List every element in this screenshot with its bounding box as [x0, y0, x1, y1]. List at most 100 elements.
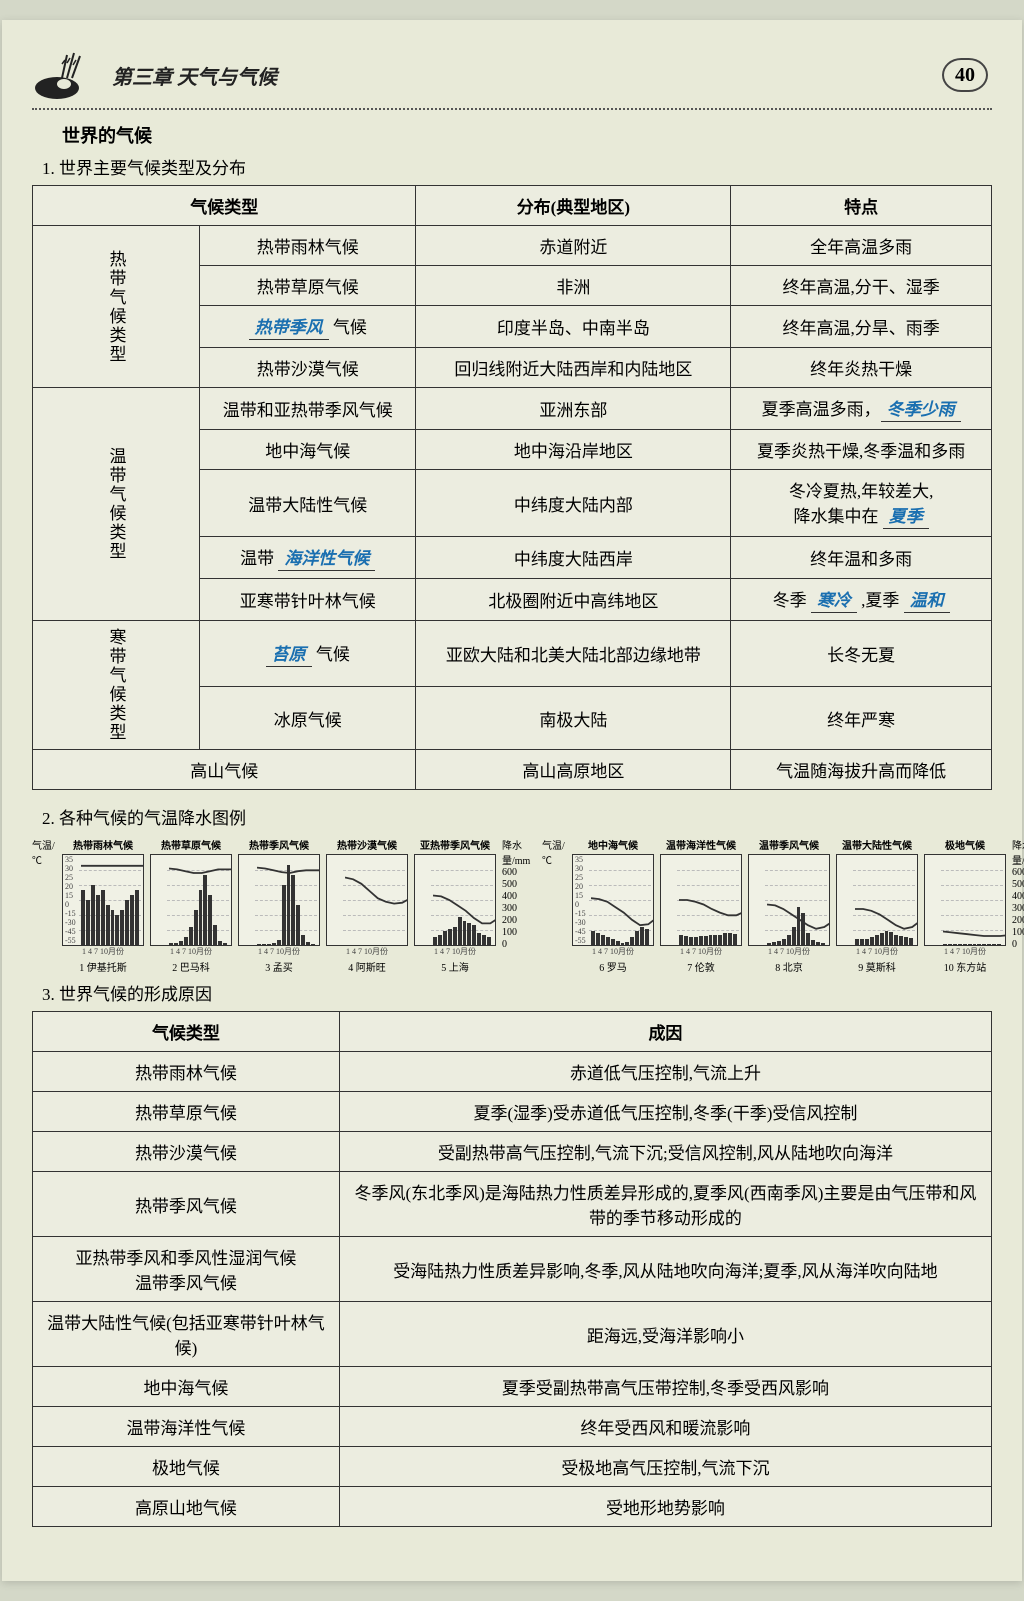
x-axis-label: 1 4 7 10月份 [572, 946, 654, 957]
x-axis-label: 1 4 7 10月份 [238, 946, 320, 957]
chart-caption: 4 阿斯旺 [326, 959, 408, 974]
y-axis-label: 气温/℃ [32, 837, 56, 867]
x-axis-label: 1 4 7 10月份 [62, 946, 144, 957]
cause-type: 地中海气候 [33, 1367, 340, 1407]
climate-type: 热带草原气候 [200, 266, 416, 306]
group-label: 寒带气候类型 [33, 621, 200, 750]
climate-feat: 终年严寒 [731, 687, 992, 750]
chart-box [414, 854, 496, 946]
x-axis-label: 1 4 7 10月份 [660, 946, 742, 957]
chart-caption: 2 巴马科 [150, 959, 232, 974]
chart-title: 热带雨林气候 [62, 837, 144, 852]
climate-chart: 热带草原气候1 4 7 10月份2 巴马科 [150, 837, 232, 974]
cause-text: 受地形地势影响 [339, 1487, 991, 1527]
fill-in-blank: 海洋性气候 [278, 544, 375, 571]
climate-feat: 终年高温,分旱、雨季 [731, 306, 992, 348]
table-row: 地中海气候夏季受副热带高气压带控制,冬季受西风影响 [33, 1367, 992, 1407]
climate-dist: 亚洲东部 [416, 388, 731, 430]
cause-type: 温带大陆性气候(包括亚寒带针叶林气候) [33, 1302, 340, 1367]
climate-type: 冰原气候 [200, 687, 416, 750]
table-row: 温带气候类型温带和亚热带季风气候亚洲东部夏季高温多雨，冬季少雨 [33, 388, 992, 430]
climate-type: 温带和亚热带季风气候 [200, 388, 416, 430]
cause-type: 热带沙漠气候 [33, 1132, 340, 1172]
climate-type: 高山气候 [33, 750, 416, 790]
chart-title: 极地气候 [924, 837, 1006, 852]
group-label: 热带气候类型 [33, 226, 200, 388]
chart-title: 热带沙漠气候 [326, 837, 408, 852]
cause-type: 高原山地气候 [33, 1487, 340, 1527]
table-header: 特点 [731, 186, 992, 226]
climate-dist: 非洲 [416, 266, 731, 306]
table-row: 热带季风气候冬季风(东北季风)是海陆热力性质差异形成的,夏季风(西南季风)主要是… [33, 1172, 992, 1237]
climate-chart: 热带沙漠气候1 4 7 10月份4 阿斯旺 [326, 837, 408, 974]
climate-dist: 中纬度大陆西岸 [416, 537, 731, 579]
fill-in-blank: 热带季风 [249, 313, 329, 340]
page: 第三章 天气与气候 40 世界的气候 1. 世界主要气候类型及分布 气候类型分布… [2, 20, 1022, 1581]
table-row: 热带草原气候夏季(湿季)受赤道低气压控制,冬季(干季)受信风控制 [33, 1092, 992, 1132]
climate-chart: 温带海洋性气候1 4 7 10月份7 伦敦 [660, 837, 742, 974]
climate-feat: 终年温和多雨 [731, 537, 992, 579]
climate-feat: 长冬无夏 [731, 621, 992, 687]
cause-text: 受海陆热力性质差异影响,冬季,风从陆地吹向海洋;夏季,风从海洋吹向陆地 [339, 1237, 991, 1302]
climate-chart: 亚热带季风气候1 4 7 10月份5 上海 [414, 837, 496, 974]
climate-dist: 高山高原地区 [416, 750, 731, 790]
climate-chart: 极地气候1 4 7 10月份10 东方站 [924, 837, 1006, 974]
cause-type: 热带草原气候 [33, 1092, 340, 1132]
chart-title: 热带季风气候 [238, 837, 320, 852]
precip-bars [679, 855, 737, 945]
climate-feat: 夏季炎热干燥,冬季温和多雨 [731, 430, 992, 470]
x-axis-label: 1 4 7 10月份 [924, 946, 1006, 957]
y-axis-ticks: 35302520150-15-30-45-55 [575, 855, 586, 945]
y-axis-ticks: 35302520150-15-30-45-55 [65, 855, 76, 945]
x-axis-label: 1 4 7 10月份 [748, 946, 830, 957]
cause-text: 赤道低气压控制,气流上升 [339, 1052, 991, 1092]
chart-caption: 8 北京 [748, 959, 830, 974]
y-axis-label: 气温/℃ [542, 837, 566, 867]
table-row: 高山气候高山高原地区气温随海拔升高而降低 [33, 750, 992, 790]
fill-in-blank: 苔原 [266, 640, 312, 667]
precip-bars [855, 855, 913, 945]
charts-left-group: 气温/℃热带雨林气候35302520150-15-30-45-551 4 7 1… [32, 837, 530, 974]
climate-feat: 终年高温,分干、湿季 [731, 266, 992, 306]
climate-type: 温带大陆性气候 [200, 470, 416, 537]
chart-caption: 7 伦敦 [660, 959, 742, 974]
climate-dist: 回归线附近大陆西岸和内陆地区 [416, 348, 731, 388]
table-row: 温带海洋性气候终年受西风和暖流影响 [33, 1407, 992, 1447]
logo-icon [32, 50, 102, 100]
charts-container: 气温/℃热带雨林气候35302520150-15-30-45-551 4 7 1… [32, 837, 992, 974]
precip-bars [169, 855, 227, 945]
section1-heading: 1. 世界主要气候类型及分布 [42, 154, 992, 179]
chart-title: 温带大陆性气候 [836, 837, 918, 852]
climate-type: 苔原 气候 [200, 621, 416, 687]
section3-heading: 3. 世界气候的形成原因 [42, 980, 992, 1005]
cause-text: 夏季(湿季)受赤道低气压控制,冬季(干季)受信风控制 [339, 1092, 991, 1132]
climate-chart: 热带雨林气候35302520150-15-30-45-551 4 7 10月份1… [62, 837, 144, 974]
precip-bars [591, 855, 649, 945]
climate-type: 地中海气候 [200, 430, 416, 470]
climate-type: 热带沙漠气候 [200, 348, 416, 388]
x-axis-label: 1 4 7 10月份 [414, 946, 496, 957]
climate-chart: 地中海气候35302520150-15-30-45-551 4 7 10月份6 … [572, 837, 654, 974]
table-header: 气候类型 [33, 1012, 340, 1052]
precip-bars [81, 855, 139, 945]
chart-box [660, 854, 742, 946]
chart-caption: 3 孟买 [238, 959, 320, 974]
table-header: 成因 [339, 1012, 991, 1052]
chart-box [748, 854, 830, 946]
cause-text: 终年受西风和暖流影响 [339, 1407, 991, 1447]
precip-bars [345, 855, 403, 945]
cause-text: 冬季风(东北季风)是海陆热力性质差异形成的,夏季风(西南季风)主要是由气压带和风… [339, 1172, 991, 1237]
fill-in-blank: 夏季 [883, 502, 929, 529]
y-axis-right-label: 降水量/mm6005004003002001000 [1012, 837, 1024, 974]
climate-feat: 终年炎热干燥 [731, 348, 992, 388]
climate-type: 温带 海洋性气候 [200, 537, 416, 579]
climate-dist: 中纬度大陆内部 [416, 470, 731, 537]
table-row: 温带大陆性气候(包括亚寒带针叶林气候)距海远,受海洋影响小 [33, 1302, 992, 1367]
cause-text: 受极地高气压控制,气流下沉 [339, 1447, 991, 1487]
chart-box [326, 854, 408, 946]
page-header: 第三章 天气与气候 [32, 50, 992, 110]
cause-table: 气候类型成因热带雨林气候赤道低气压控制,气流上升热带草原气候夏季(湿季)受赤道低… [32, 1011, 992, 1527]
table-row: 热带沙漠气候受副热带高气压控制,气流下沉;受信风控制,风从陆地吹向海洋 [33, 1132, 992, 1172]
charts-right-group: 气温/℃地中海气候35302520150-15-30-45-551 4 7 10… [542, 837, 1024, 974]
climate-dist: 北极圈附近中高纬地区 [416, 579, 731, 621]
